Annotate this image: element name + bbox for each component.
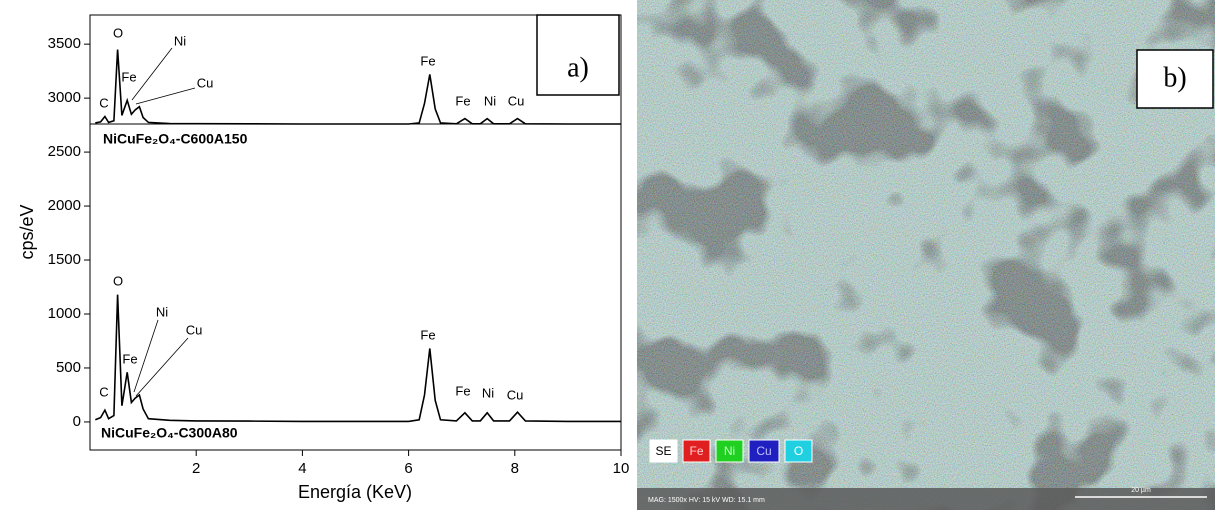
peak-label: O bbox=[113, 273, 123, 288]
leader-line bbox=[133, 319, 159, 393]
peak-label: Fe bbox=[455, 383, 470, 398]
y-tick-label: 3500 bbox=[48, 35, 81, 52]
x-axis-label: Energía (KeV) bbox=[298, 482, 412, 502]
y-tick-label: 500 bbox=[56, 359, 81, 376]
panel-label: a) bbox=[567, 52, 589, 83]
sem-image bbox=[637, 0, 1215, 510]
legend-label: Ni bbox=[724, 444, 735, 458]
x-tick-label: 4 bbox=[298, 460, 306, 477]
peak-label: Ni bbox=[174, 33, 186, 48]
label-box bbox=[1136, 49, 1214, 109]
peak-label: C bbox=[99, 95, 108, 110]
y-tick-label: 1000 bbox=[48, 305, 81, 322]
peak-label: Fe bbox=[420, 327, 435, 342]
y-tick-label: 2500 bbox=[48, 143, 81, 160]
legend-chip bbox=[682, 439, 711, 463]
leader-line bbox=[135, 337, 189, 397]
legend-label: Cu bbox=[756, 444, 771, 458]
y-tick-label: 2000 bbox=[48, 197, 81, 214]
leader-line bbox=[135, 87, 196, 105]
legend-label: NiCuFe₂O₄-C300A80 bbox=[101, 425, 238, 441]
peak-label: Ni bbox=[482, 385, 494, 400]
peak-label: Cu bbox=[186, 322, 203, 337]
peak-label: Fe bbox=[455, 93, 470, 108]
peak-label: Cu bbox=[507, 387, 524, 402]
peak-label: Cu bbox=[508, 93, 525, 108]
x-tick-label: 10 bbox=[613, 460, 630, 477]
peak-label: Fe bbox=[122, 351, 137, 366]
label-box bbox=[536, 14, 620, 96]
scale-label: 20 µm bbox=[1131, 487, 1151, 494]
y-axis-label: cps/eV bbox=[17, 204, 37, 259]
panel-label: b) bbox=[1163, 62, 1186, 93]
peak-label: Ni bbox=[156, 304, 168, 319]
legend-chip bbox=[748, 439, 780, 463]
peak-label: Ni bbox=[484, 93, 496, 108]
peak-label: C bbox=[99, 384, 108, 399]
legend-chip bbox=[649, 439, 678, 463]
info: MAG: 1500x HV: 15 kV WD: 15.1 mm bbox=[648, 497, 765, 504]
legend-label: SE bbox=[655, 444, 671, 458]
spectrum bbox=[95, 49, 621, 125]
leader-line bbox=[131, 47, 173, 101]
legend-label: O bbox=[794, 444, 803, 458]
peak-label: O bbox=[113, 25, 123, 40]
legend-label: NiCuFe₂O₄-C600A150 bbox=[103, 131, 248, 147]
x-tick-label: 6 bbox=[404, 460, 412, 477]
y-tick-label: 3000 bbox=[48, 89, 81, 106]
spectrum bbox=[94, 294, 621, 423]
plot-frame bbox=[89, 14, 622, 451]
y-tick-label: 1500 bbox=[48, 251, 81, 268]
legend-label: Fe bbox=[689, 444, 703, 458]
peak-label: Fe bbox=[121, 69, 136, 84]
peak-label: Fe bbox=[420, 53, 435, 68]
legend-chip bbox=[784, 439, 813, 463]
legend-chip bbox=[715, 439, 744, 463]
peak-label: Cu bbox=[197, 75, 214, 90]
y-tick-label: 0 bbox=[73, 413, 81, 430]
x-tick-label: 2 bbox=[192, 460, 200, 477]
x-tick-label: 8 bbox=[511, 460, 519, 477]
